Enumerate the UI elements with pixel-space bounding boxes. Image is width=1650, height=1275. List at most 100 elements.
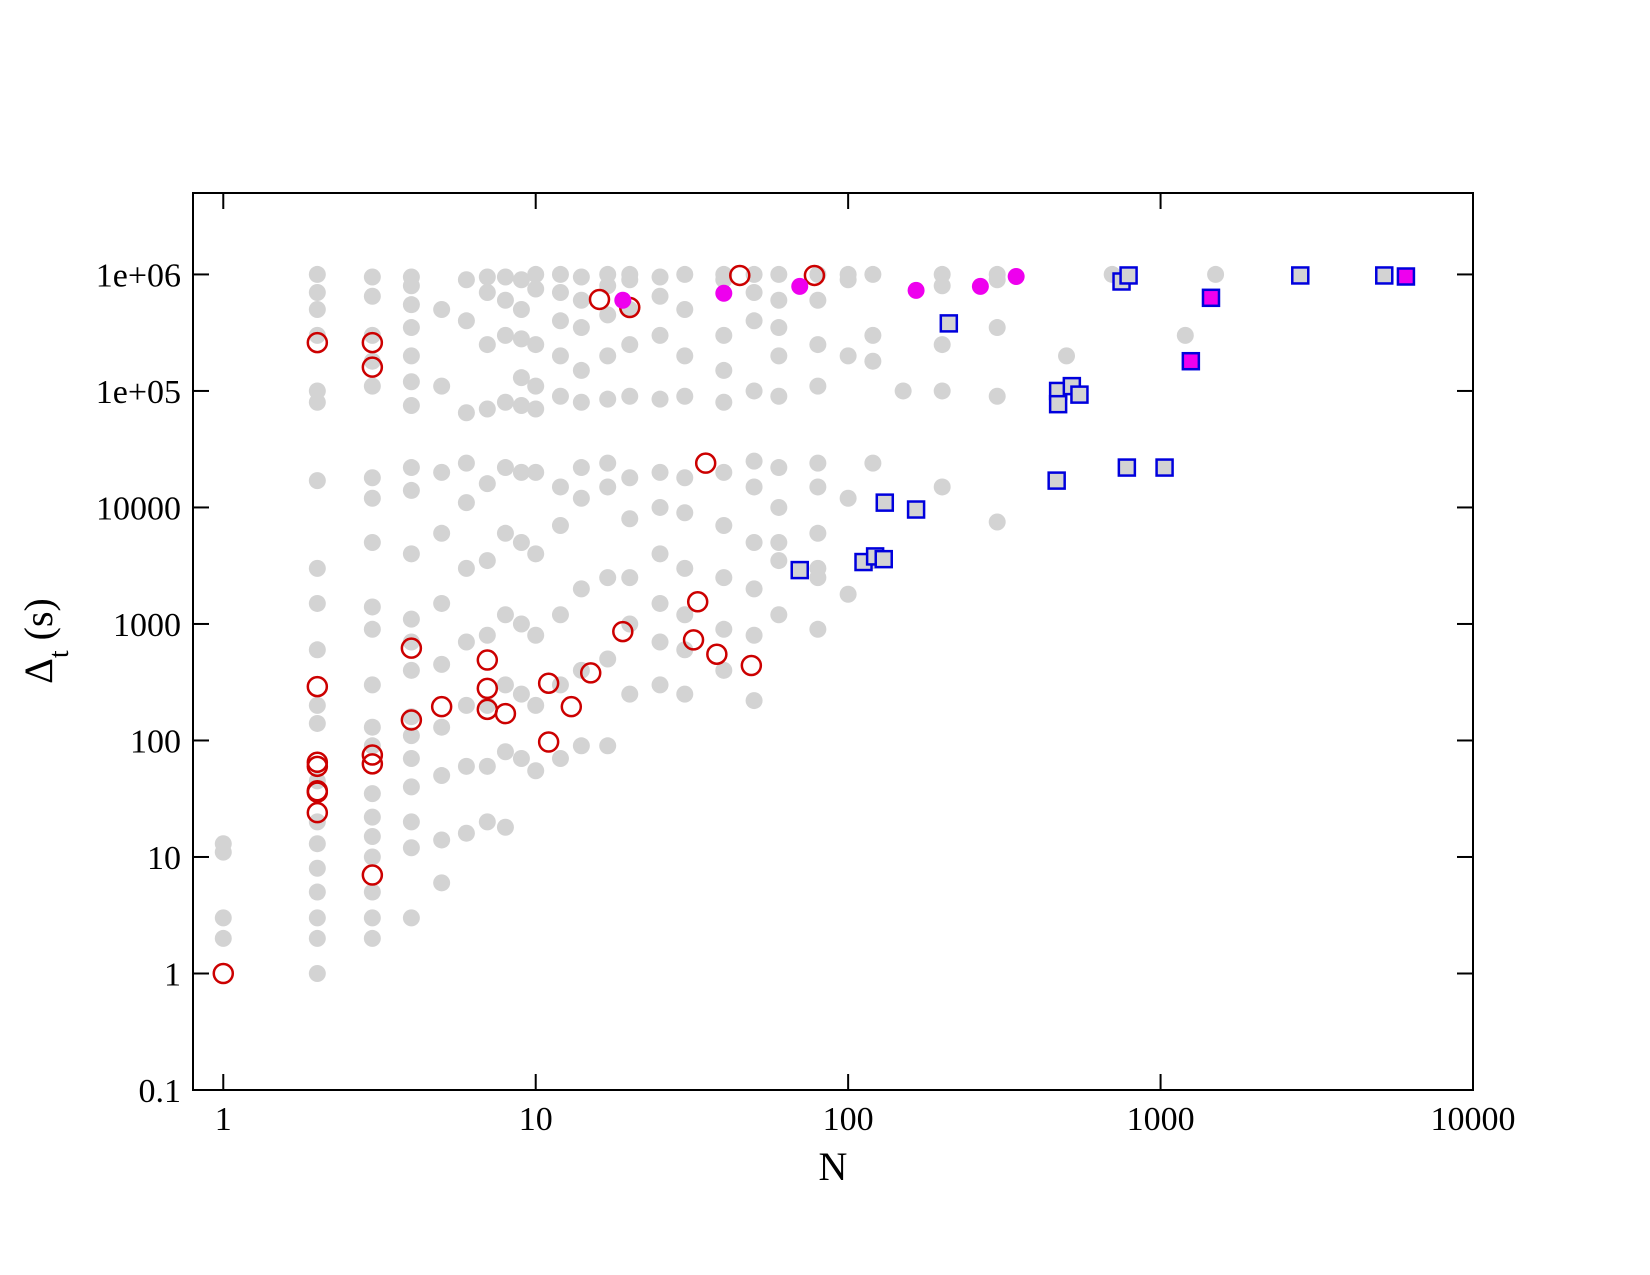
data-point: [745, 478, 763, 496]
data-point: [599, 454, 617, 472]
data-point: [864, 265, 882, 283]
data-point: [988, 271, 1006, 289]
data-point: [478, 757, 496, 775]
data-point: [537, 731, 560, 753]
data-point: [308, 472, 326, 490]
data-point: [988, 513, 1006, 531]
data-point: [308, 835, 326, 853]
data-point: [676, 606, 694, 624]
data-point: [363, 808, 381, 826]
data-point: [599, 347, 617, 365]
data-point: [839, 585, 857, 603]
data-point: [1181, 351, 1201, 371]
data-point: [402, 397, 420, 415]
data-point: [599, 306, 617, 324]
y-label-symbol: Δ: [16, 658, 61, 684]
data-point: [402, 727, 420, 745]
data-point: [402, 373, 420, 391]
data-point: [1201, 288, 1221, 308]
data-point: [433, 874, 451, 892]
data-point: [400, 637, 423, 659]
data-point: [457, 271, 475, 289]
data-point: [715, 620, 733, 638]
data-point: [402, 813, 420, 831]
data-point: [676, 347, 694, 365]
data-point: [433, 831, 451, 849]
data-point: [306, 675, 329, 698]
data-point: [527, 377, 545, 395]
data-point: [1375, 266, 1394, 285]
data-point: [614, 291, 632, 309]
data-point: [478, 268, 496, 286]
y-tick-label: 0.1: [139, 1073, 182, 1110]
data-point: [686, 591, 709, 613]
data-point: [433, 767, 451, 785]
data-point: [651, 676, 669, 694]
data-point: [402, 296, 420, 314]
data-point: [572, 268, 590, 286]
data-point: [496, 818, 514, 836]
data-point: [527, 626, 545, 644]
data-point: [308, 559, 326, 577]
data-point: [651, 268, 669, 286]
plot-frame: [192, 192, 1474, 1091]
data-point: [527, 400, 545, 418]
data-point: [579, 662, 602, 684]
data-point: [363, 469, 381, 487]
data-point: [361, 753, 384, 775]
data-point: [572, 319, 590, 337]
data-point: [363, 287, 381, 305]
data-point: [476, 649, 499, 671]
data-point: [1207, 265, 1225, 283]
data-point: [551, 606, 569, 624]
data-point: [496, 676, 514, 694]
data-point: [512, 271, 530, 289]
data-point: [512, 534, 530, 552]
data-point: [572, 580, 590, 598]
data-point: [457, 824, 475, 842]
data-point: [478, 283, 496, 301]
x-axis-label: N: [819, 1144, 848, 1189]
data-point: [706, 643, 728, 665]
data-point: [400, 709, 423, 731]
data-point: [363, 909, 381, 927]
data-point: [715, 284, 733, 302]
data-point: [715, 517, 733, 535]
data-point: [1007, 268, 1025, 286]
data-point: [676, 685, 694, 703]
data-point: [512, 463, 530, 481]
data-point: [551, 387, 569, 405]
data-point: [402, 778, 420, 796]
data-point: [363, 377, 381, 395]
data-point: [676, 504, 694, 522]
data-point: [809, 478, 827, 496]
data-point: [651, 390, 669, 408]
data-point: [770, 606, 788, 624]
data-point: [745, 692, 763, 710]
data-point: [572, 393, 590, 411]
data-point: [308, 714, 326, 732]
data-point: [745, 534, 763, 552]
data-point: [361, 744, 384, 766]
data-point: [457, 312, 475, 330]
data-point: [809, 336, 827, 354]
data-point: [715, 361, 733, 379]
data-point: [496, 606, 514, 624]
data-point: [770, 498, 788, 516]
data-point: [790, 560, 809, 580]
data-point: [676, 265, 694, 283]
data-point: [651, 633, 669, 651]
data-point: [651, 545, 669, 563]
data-point: [363, 489, 381, 507]
data-point: [745, 452, 763, 470]
data-point: [621, 265, 639, 283]
data-point: [402, 661, 420, 679]
data-point: [599, 737, 617, 755]
data-point: [363, 827, 381, 845]
data-point: [599, 390, 617, 408]
data-point: [651, 463, 669, 481]
data-point: [1070, 385, 1089, 404]
data-point: [363, 848, 381, 866]
data-point: [361, 864, 384, 886]
data-point: [478, 626, 496, 644]
